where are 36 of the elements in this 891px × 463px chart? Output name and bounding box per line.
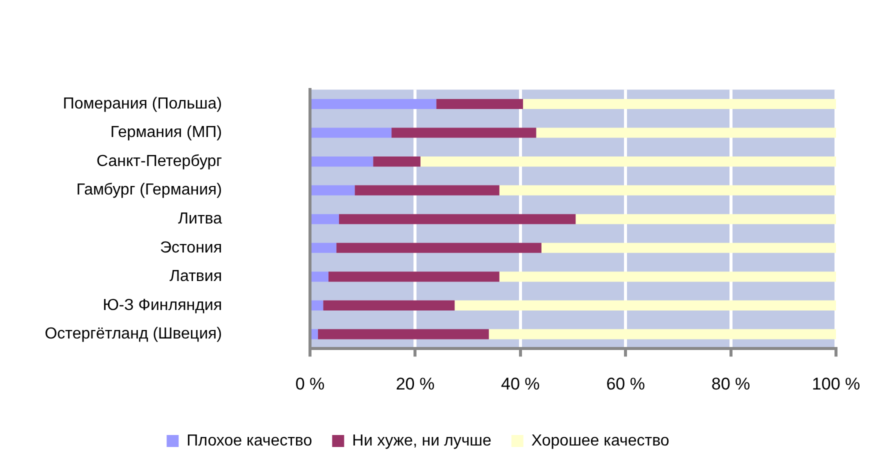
y-tick-label: Гамбург (Германия) <box>76 182 222 199</box>
legend-label: Хорошее качество <box>531 432 670 450</box>
y-tick-label: Литва <box>178 210 222 228</box>
y-tick-label: Остергётланд (Швеция) <box>44 326 222 343</box>
bar <box>323 300 455 310</box>
bar <box>576 214 836 224</box>
bar <box>541 242 836 253</box>
bar <box>488 329 836 340</box>
bar <box>318 329 489 340</box>
x-tick-label: 100 % <box>812 374 860 394</box>
x-tick-label: 40 % <box>501 374 540 394</box>
bar <box>338 214 576 224</box>
bar <box>373 156 420 167</box>
bar <box>328 272 500 282</box>
legend-label: Ни хуже, ни лучше <box>352 432 492 450</box>
x-tick-label: 80 % <box>711 374 750 394</box>
y-tick-label: Санкт-Петербург <box>96 152 222 170</box>
bar <box>499 185 836 196</box>
y-tick-label: Ю-З Финляндия <box>102 296 222 314</box>
bar <box>392 128 536 138</box>
bar <box>499 272 836 282</box>
y-tick-label: Латвия <box>170 268 222 286</box>
bar <box>420 156 836 167</box>
bar <box>454 300 836 310</box>
y-tick-label: Померания (Польша) <box>62 95 222 112</box>
y-tick-label: Эстония <box>160 239 222 256</box>
bar <box>436 98 524 110</box>
bar <box>336 242 542 253</box>
bar <box>354 185 500 196</box>
legend-label: Плохое качество <box>186 432 312 450</box>
x-tick-label: 20 % <box>396 374 435 394</box>
y-tick-label: Германия (МП) <box>110 124 222 142</box>
x-tick-label: 60 % <box>606 374 645 394</box>
bar <box>536 128 836 138</box>
x-tick-label: 0 % <box>295 374 325 394</box>
bar <box>523 98 836 110</box>
